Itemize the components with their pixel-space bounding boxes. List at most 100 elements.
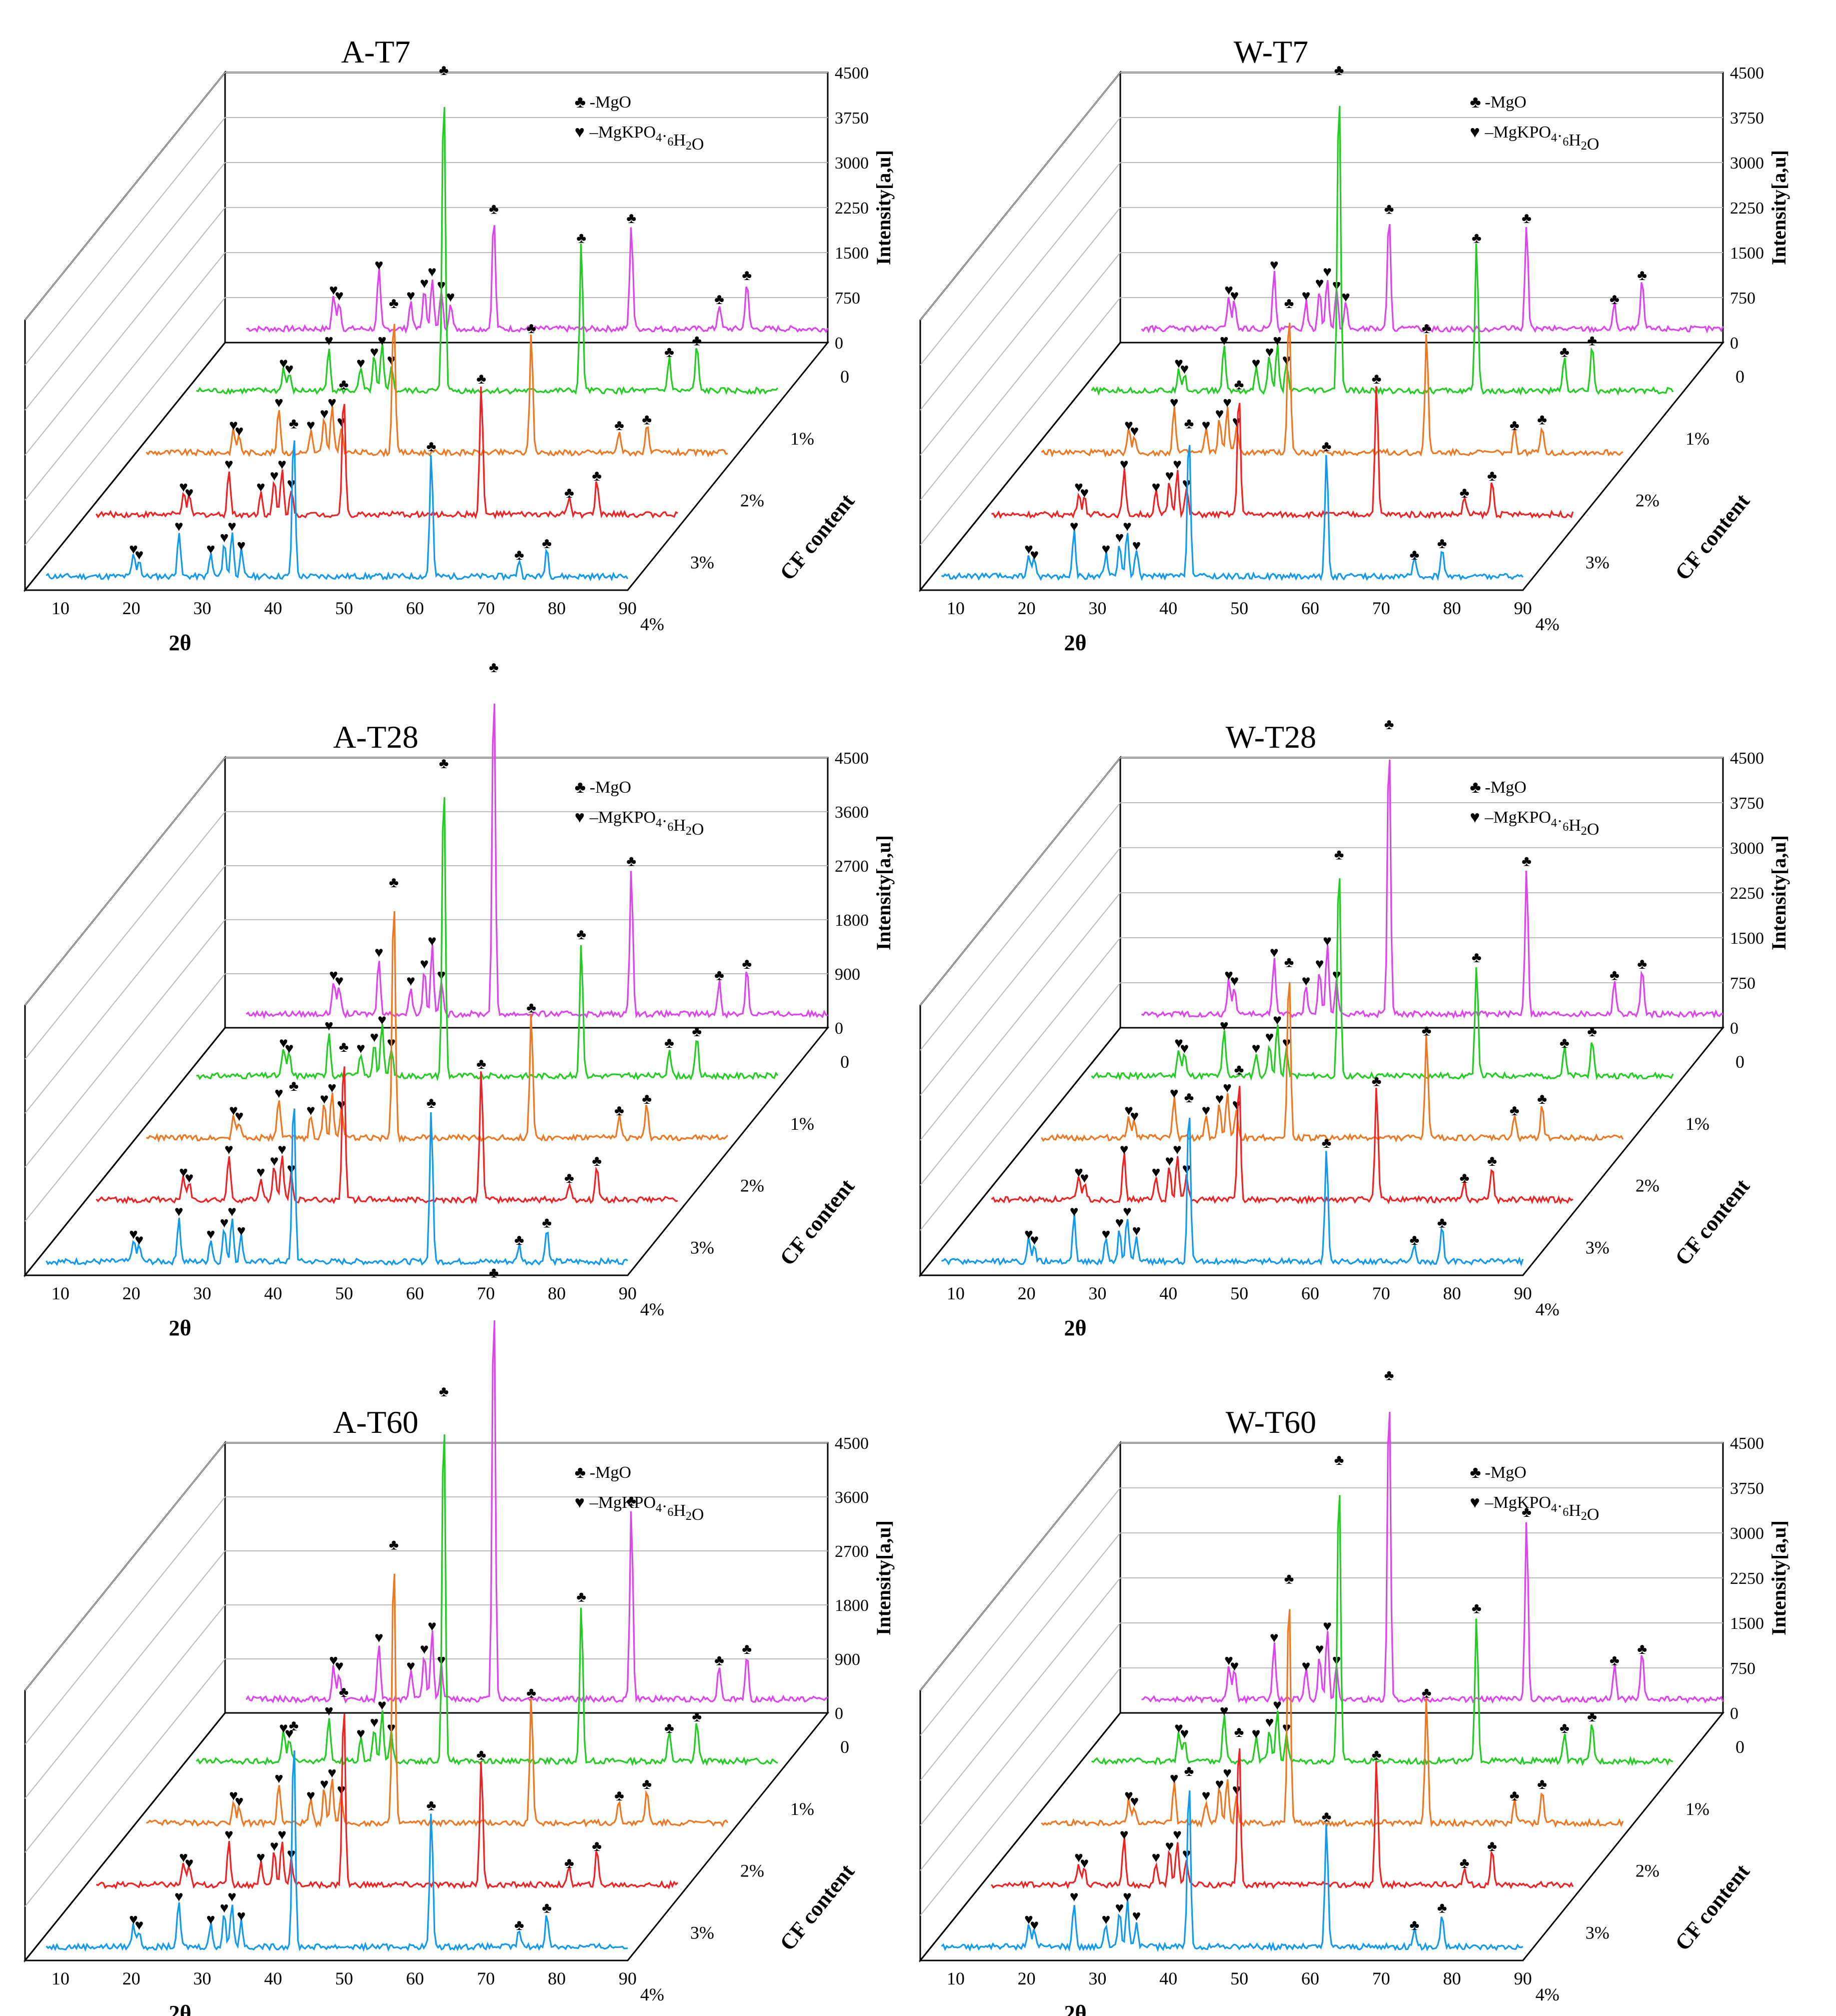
heart-marker: ♥ — [1174, 355, 1183, 372]
heart-marker: ♥ — [220, 1900, 229, 1916]
y-tick-label: 0 — [1730, 334, 1738, 353]
club-marker: ♣ — [564, 1855, 574, 1871]
legend-item: -MgO — [1485, 1463, 1526, 1482]
heart-icon: ♥ — [1470, 808, 1480, 827]
heart-marker: ♥ — [1165, 1153, 1174, 1169]
heart-marker: ♥ — [1174, 1720, 1183, 1736]
heart-marker: ♥ — [257, 1849, 266, 1866]
heart-marker: ♥ — [1165, 468, 1174, 484]
club-marker: ♣ — [742, 1641, 752, 1657]
club-marker: ♣ — [1437, 1900, 1447, 1916]
heart-marker: ♥ — [1302, 973, 1311, 989]
chart-panel-1: 0 750 1500 2250 3000 3750 4500 Intensity[a,u] W-… — [918, 34, 1790, 655]
heart-marker: ♥ — [420, 1641, 429, 1657]
grid-line — [25, 757, 226, 1006]
heart-icon: ♥ — [1470, 123, 1480, 142]
heart-marker: ♥ — [307, 1102, 316, 1119]
grid-line — [920, 1442, 1121, 1691]
heart-marker: ♥ — [175, 1203, 184, 1220]
club-marker: ♣ — [489, 1264, 499, 1281]
heart-marker: ♥ — [185, 1170, 194, 1186]
heart-marker: ♥ — [257, 1164, 266, 1181]
heart-marker: ♥ — [325, 1018, 334, 1034]
heart-marker: ♥ — [1130, 1108, 1139, 1124]
series-line — [146, 911, 729, 1143]
chart-title: A-T28 — [333, 719, 419, 755]
grid-line — [25, 162, 226, 411]
club-marker: ♣ — [526, 320, 536, 337]
heart-marker: ♥ — [1202, 417, 1211, 434]
club-marker: ♣ — [592, 1838, 602, 1854]
y-tick-label: 0 — [1730, 1019, 1738, 1038]
x-tick-label: 60 — [1301, 1968, 1319, 1988]
x-axis-label: 2θ — [1064, 2001, 1087, 2016]
club-marker: ♣ — [1284, 295, 1294, 312]
floor — [918, 342, 1725, 591]
depth-tick-label: 0 — [1735, 1052, 1744, 1072]
club-marker: ♣ — [576, 926, 586, 943]
club-marker: ♣ — [289, 1717, 299, 1734]
heart-marker: ♥ — [1220, 1703, 1229, 1719]
x-tick-label: 30 — [193, 1968, 211, 1988]
y-tick-label: 750 — [1730, 1659, 1755, 1678]
grid-line — [920, 982, 1121, 1231]
club-marker: ♣ — [476, 1056, 486, 1072]
club-marker: ♣ — [1559, 1035, 1569, 1051]
grid-line — [25, 1658, 226, 1907]
legend-item: –MgKPO4·6H2O — [1484, 123, 1599, 154]
grid-line — [25, 1442, 226, 1691]
club-marker: ♣ — [1471, 1600, 1481, 1616]
club-marker: ♣ — [576, 230, 586, 246]
club-marker: ♣ — [1234, 376, 1244, 393]
grid-line — [25, 297, 226, 546]
club-marker: ♣ — [526, 1685, 536, 1701]
grid-line — [920, 297, 1121, 546]
x-tick-label: 10 — [947, 598, 965, 618]
club-marker: ♣ — [1609, 291, 1619, 308]
heart-marker: ♥ — [1120, 456, 1129, 473]
heart-marker: ♥ — [329, 967, 338, 984]
club-marker: ♣ — [626, 210, 636, 227]
heart-marker: ♥ — [1030, 1232, 1039, 1248]
depth-tick-label: 1% — [1685, 1799, 1709, 1819]
heart-marker: ♥ — [1315, 1641, 1324, 1657]
depth-axis-label: CF content — [1670, 489, 1754, 585]
grid-line — [920, 1577, 1121, 1826]
heart-marker: ♥ — [1132, 538, 1141, 554]
x-tick-label: 10 — [947, 1968, 965, 1988]
heart-marker: ♥ — [1124, 1787, 1133, 1804]
y-tick-label: 900 — [835, 1650, 860, 1669]
y-tick-label: 3000 — [1730, 1524, 1764, 1543]
heart-marker: ♥ — [335, 1658, 344, 1674]
heart-marker: ♥ — [1165, 1838, 1174, 1854]
depth-tick-label: 0 — [840, 367, 849, 387]
heart-marker: ♥ — [325, 333, 334, 349]
series-line — [991, 386, 1574, 520]
heart-marker: ♥ — [1252, 355, 1261, 372]
floor — [23, 342, 830, 591]
heart-marker: ♥ — [387, 352, 396, 368]
heart-marker: ♥ — [1302, 288, 1311, 304]
club-marker: ♣ — [1559, 344, 1569, 360]
heart-marker: ♥ — [1070, 518, 1079, 535]
club-marker: ♣ — [1421, 1685, 1431, 1701]
floor — [23, 1027, 830, 1276]
x-tick-label: 70 — [477, 598, 495, 618]
depth-tick-label: 0 — [840, 1737, 849, 1757]
heart-marker: ♥ — [1232, 1782, 1241, 1798]
club-marker: ♣ — [1384, 1367, 1394, 1384]
heart-icon: ♥ — [1470, 1493, 1480, 1512]
club-marker: ♣ — [614, 1102, 624, 1119]
y-tick-label: 1500 — [1730, 244, 1764, 263]
depth-tick-label: 4% — [1535, 1299, 1559, 1319]
club-marker: ♣ — [692, 333, 702, 349]
x-axis-label: 2θ — [169, 2001, 192, 2016]
depth-tick-label: 2% — [1635, 491, 1659, 511]
heart-marker: ♥ — [1282, 352, 1291, 368]
depth-tick-label: 3% — [1585, 1237, 1609, 1257]
club-marker: ♣ — [1537, 1776, 1547, 1792]
club-marker: ♣ — [489, 201, 499, 218]
club-marker: ♣ — [1437, 535, 1447, 552]
heart-marker: ♥ — [1152, 1849, 1161, 1866]
x-tick-label: 40 — [264, 598, 282, 618]
